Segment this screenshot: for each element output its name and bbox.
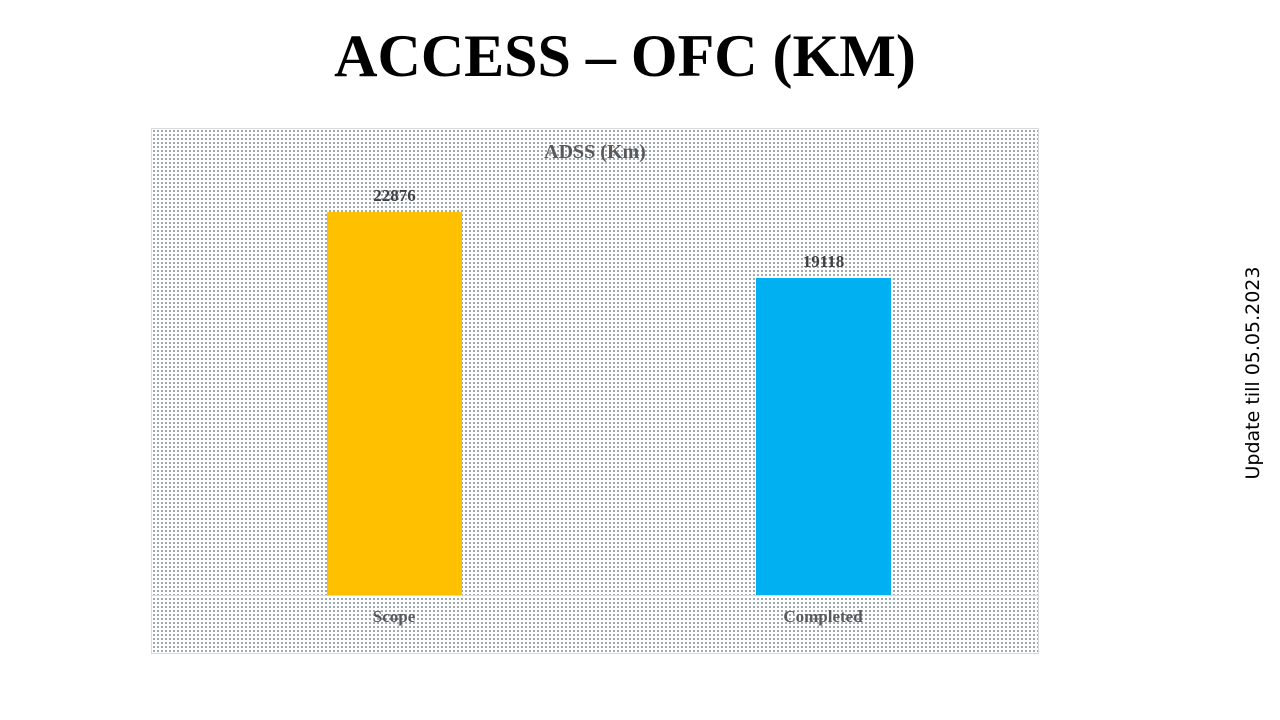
chart-title: ADSS (Km): [544, 141, 646, 163]
category-label-completed: Completed: [783, 607, 863, 626]
category-label-scope: Scope: [372, 607, 416, 626]
update-date-note: Update till 05.05.2023: [1242, 266, 1264, 480]
slide-title: ACCESS – OFC (KM): [334, 23, 916, 89]
bar-completed: [756, 278, 891, 595]
data-label-scope: 22876: [373, 186, 416, 205]
data-label-completed: 19118: [802, 252, 845, 271]
x-axis-line: [152, 595, 1038, 596]
bar-chart: ADSS (Km) 22876 19118 Scope Completed: [151, 128, 1039, 654]
bar-scope: [327, 212, 462, 595]
